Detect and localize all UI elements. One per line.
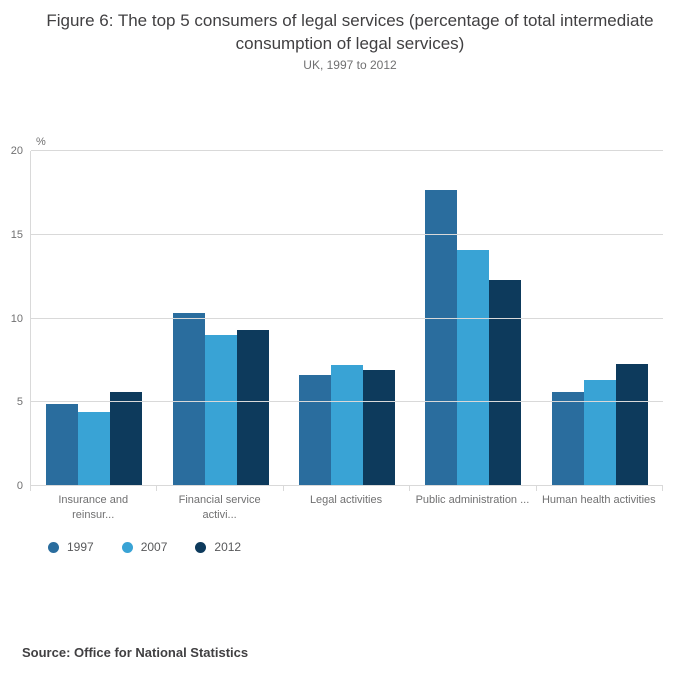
legend-dot-icon <box>195 541 207 553</box>
bar-2007[interactable] <box>78 412 111 486</box>
x-tick-mark <box>156 486 158 491</box>
bar-group <box>157 151 283 486</box>
legend-dot-icon <box>121 541 133 553</box>
bar-1997[interactable] <box>299 375 332 486</box>
bar-1997[interactable] <box>551 392 584 486</box>
y-tick-label: 15 <box>10 228 23 241</box>
x-axis-label: Public administration ... <box>415 494 530 506</box>
x-axis-ticks <box>30 486 663 491</box>
bar-group <box>410 151 536 486</box>
bar-2012[interactable] <box>110 392 143 486</box>
gridline <box>31 401 663 403</box>
legend-item-1997[interactable]: 1997 <box>48 540 94 554</box>
bar-1997[interactable] <box>46 403 79 486</box>
bar-1997[interactable] <box>172 313 205 486</box>
bar-groups <box>31 151 663 486</box>
y-axis-unit-label: % <box>36 136 46 148</box>
bar-2007[interactable] <box>583 380 616 486</box>
legend: 1997 2007 2012 <box>48 540 241 554</box>
x-axis-label: Legal activities <box>309 494 383 506</box>
x-axis-label: Financial service activi... <box>178 494 261 521</box>
plot-area <box>30 150 663 486</box>
bar-2012[interactable] <box>363 370 396 486</box>
gridline <box>31 233 663 235</box>
source-text: Source: Office for National Statistics <box>22 645 249 660</box>
x-axis-label: Human health activities <box>541 494 656 506</box>
gridline <box>31 317 663 319</box>
gridline <box>31 485 663 486</box>
bar-2007[interactable] <box>204 335 237 486</box>
bar-2007[interactable] <box>331 365 364 486</box>
x-tick-mark <box>409 486 411 491</box>
legend-dot-icon <box>48 541 59 553</box>
y-axis-labels: 0 5 10 15 20 <box>0 145 26 492</box>
y-tick-label: 5 <box>16 396 23 409</box>
x-tick-mark <box>662 486 663 491</box>
y-tick-label: 20 <box>10 145 23 157</box>
bar-2012[interactable] <box>615 363 648 486</box>
legend-item-2012[interactable]: 2012 <box>195 540 241 554</box>
bar-2007[interactable] <box>457 249 490 486</box>
bar-group <box>284 151 410 486</box>
chart-subtitle: UK, 1997 to 2012 <box>303 58 397 72</box>
legend-label: 2012 <box>214 540 242 554</box>
y-tick-label: 10 <box>10 312 23 325</box>
bar-2012[interactable] <box>236 330 269 486</box>
x-axis-label: Insurance and reinsur... <box>58 494 129 521</box>
y-tick-label: 0 <box>16 480 23 492</box>
x-tick-mark <box>282 486 284 491</box>
chart-title: Figure 6: The top 5 consumers of legal s… <box>46 11 654 53</box>
bar-1997[interactable] <box>425 189 458 486</box>
gridline <box>31 150 663 151</box>
x-axis-labels: Insurance and reinsur... Financial servic… <box>30 493 662 523</box>
bar-2012[interactable] <box>489 279 522 486</box>
legend-item-2007[interactable]: 2007 <box>121 540 168 554</box>
bar-group <box>31 151 157 486</box>
legend-label: 1997 <box>67 540 94 554</box>
x-tick-mark <box>30 486 31 491</box>
legend-label: 2007 <box>140 540 168 554</box>
x-tick-mark <box>535 486 537 491</box>
bar-group <box>537 151 663 486</box>
